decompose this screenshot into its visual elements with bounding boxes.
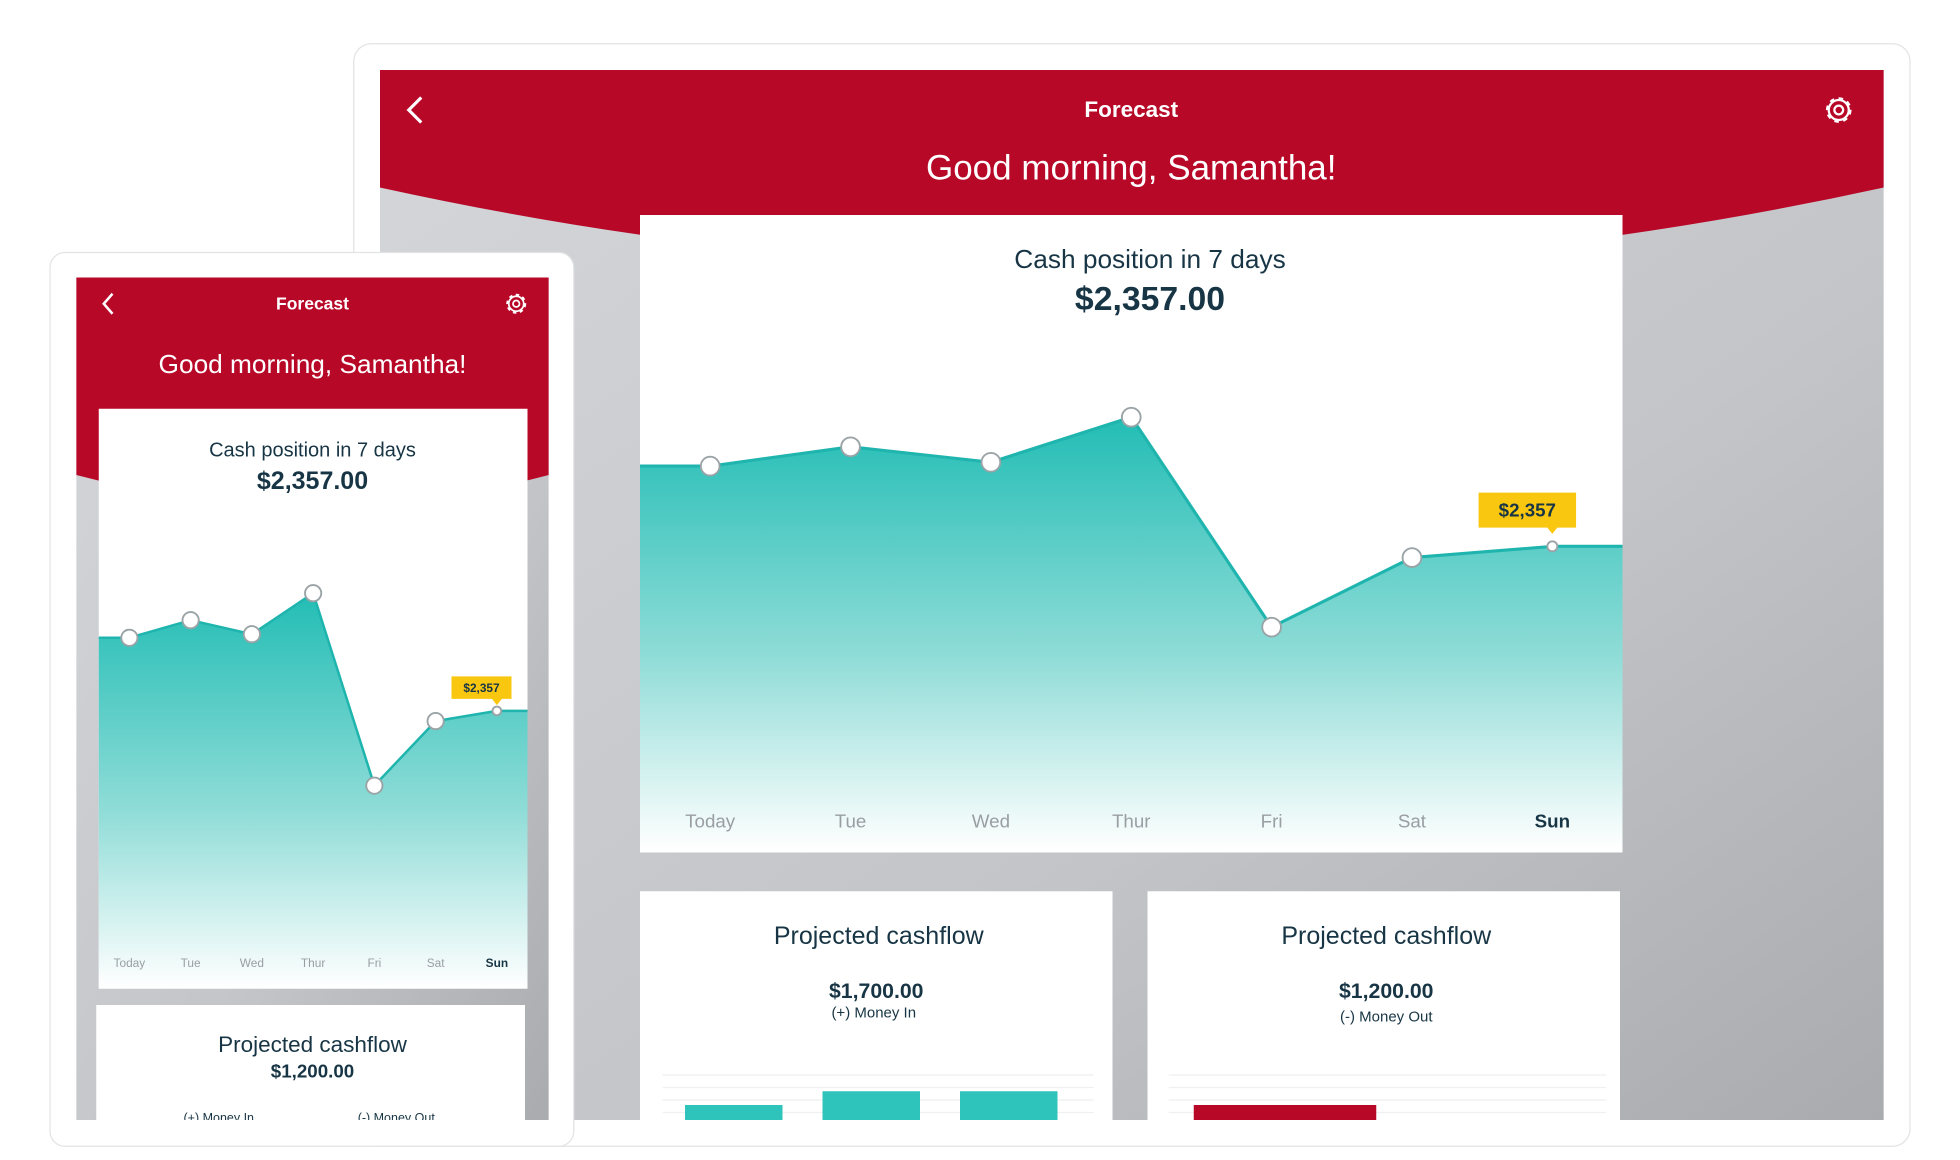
x-tick-label: Sun bbox=[486, 956, 508, 970]
chart-plot: Today Tue Wed Thur Fri Sat Sun $2,357 bbox=[98, 584, 528, 988]
data-point bbox=[181, 611, 200, 630]
data-point bbox=[120, 628, 139, 647]
card-label: (-) Money Out bbox=[358, 1111, 436, 1125]
header-title: Forecast bbox=[1084, 97, 1178, 122]
back-button[interactable] bbox=[406, 96, 423, 124]
chart-total: $2,357.00 bbox=[1075, 280, 1225, 318]
x-tick-label: Wed bbox=[240, 956, 264, 970]
chart-total: $2,357.00 bbox=[257, 467, 368, 495]
cashflow-card bbox=[640, 891, 1113, 1120]
card-amount: $1,200.00 bbox=[1339, 979, 1434, 1003]
header-title: Forecast bbox=[276, 294, 349, 314]
card-label: (-) Money Out bbox=[1340, 1008, 1433, 1025]
back-button[interactable] bbox=[102, 292, 114, 315]
data-point bbox=[426, 712, 445, 731]
x-tick-label: Sat bbox=[1398, 810, 1427, 831]
data-point bbox=[242, 625, 261, 644]
cashflow-bar bbox=[1193, 1105, 1377, 1120]
card-label: (+) Money In bbox=[831, 1005, 916, 1022]
value-tooltip bbox=[451, 676, 512, 706]
x-tick-label: Fri bbox=[367, 956, 381, 970]
x-tick-label: Thur bbox=[1112, 810, 1151, 831]
data-point bbox=[699, 455, 721, 477]
data-point bbox=[840, 436, 861, 458]
card-title: Projected cashflow bbox=[774, 922, 985, 950]
data-point bbox=[1401, 547, 1423, 568]
area-fill bbox=[98, 593, 528, 988]
chart-title: Cash position in 7 days bbox=[209, 440, 416, 462]
x-tick-label: Tue bbox=[835, 810, 867, 831]
data-point bbox=[1546, 540, 1559, 553]
x-tick-label: Fri bbox=[1261, 810, 1283, 831]
value-label: $2,357 bbox=[1499, 499, 1556, 520]
greeting: Good morning, Samantha! bbox=[159, 349, 467, 379]
x-tick-label: Sun bbox=[1535, 810, 1570, 831]
cashflow-bar bbox=[822, 1091, 920, 1120]
x-tick-label: Today bbox=[114, 956, 146, 970]
cashflow-card bbox=[96, 1005, 525, 1120]
data-point bbox=[980, 451, 1002, 473]
x-tick-label: Sat bbox=[427, 956, 446, 970]
data-point bbox=[491, 705, 503, 717]
card-title: Projected cashflow bbox=[1281, 922, 1492, 950]
phone-screen: Forecast Good morning, Samantha! Cash po… bbox=[76, 277, 549, 1125]
value-label: $2,357 bbox=[463, 681, 500, 695]
data-point bbox=[365, 776, 384, 795]
card-amount: $1,700.00 bbox=[829, 979, 924, 1003]
data-point bbox=[304, 584, 323, 603]
tablet-screen: Forecast Good morning, Samantha! Cash po… bbox=[380, 70, 1884, 1120]
chart-title: Cash position in 7 days bbox=[1014, 244, 1285, 274]
settings-button[interactable] bbox=[1825, 97, 1852, 123]
card-amount: $1,200.00 bbox=[271, 1060, 354, 1081]
area-fill bbox=[640, 417, 1623, 850]
chart-plot: Today Tue Wed Thur Fri Sat Sun $2,357 bbox=[640, 406, 1623, 850]
x-tick-label: Today bbox=[685, 810, 736, 831]
x-tick-label: Wed bbox=[972, 810, 1010, 831]
greeting: Good morning, Samantha! bbox=[926, 148, 1337, 187]
card-label: (+) Money In bbox=[183, 1111, 254, 1125]
cashflow-bar bbox=[685, 1105, 783, 1120]
card-title: Projected cashflow bbox=[218, 1032, 408, 1057]
cashflow-bar bbox=[960, 1091, 1058, 1120]
value-tooltip bbox=[1478, 492, 1577, 534]
x-tick-label: Thur bbox=[301, 956, 325, 970]
data-point bbox=[1261, 616, 1282, 638]
settings-button[interactable] bbox=[506, 293, 527, 314]
x-tick-label: Tue bbox=[181, 956, 201, 970]
data-point bbox=[1120, 406, 1142, 428]
cashflow-card bbox=[1147, 891, 1620, 1120]
